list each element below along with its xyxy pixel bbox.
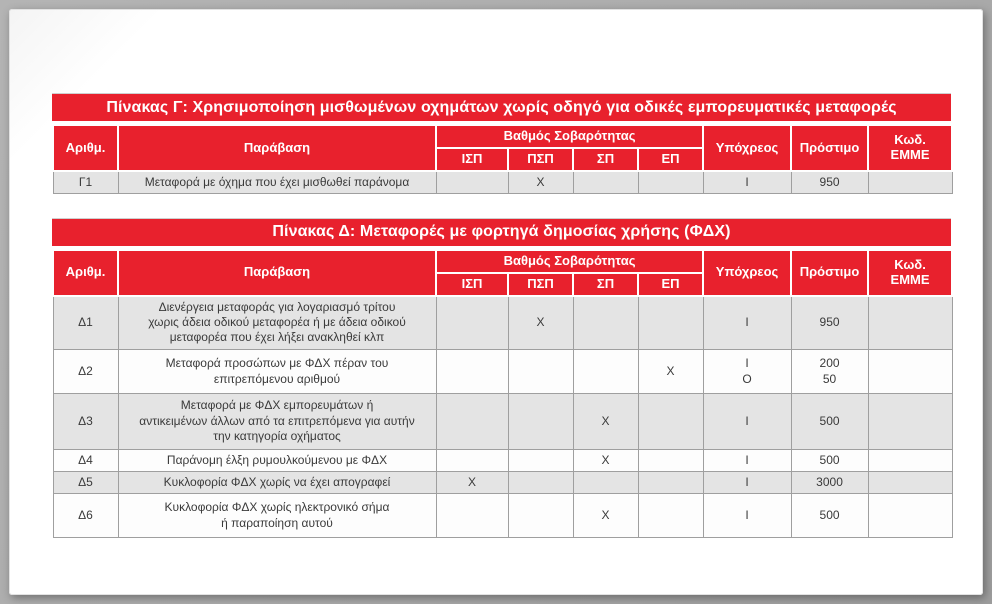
cell-liable: Ι bbox=[702, 170, 792, 194]
cell-violation: Κυκλοφορία ΦΔΧ χωρίς ηλεκτρονικό σήμα ή … bbox=[117, 493, 437, 538]
table-row: Γ1 Μεταφορά με όχημα που έχει μισθωθεί π… bbox=[52, 170, 953, 194]
cell-num: Δ5 bbox=[52, 471, 119, 494]
cell-isp bbox=[435, 493, 509, 538]
col-header-violation: Παράβαση bbox=[117, 248, 437, 297]
col-header-violation: Παράβαση bbox=[117, 124, 437, 172]
cell-psp: X bbox=[507, 295, 574, 350]
table-gamma: Πίνακας Γ: Χρησιμοποίηση μισθωμένων οχημ… bbox=[52, 93, 954, 194]
table-row: Δ3 Μεταφορά με ΦΔΧ εμπορευμάτων ή αντικε… bbox=[52, 393, 953, 450]
cell-violation: Μεταφορά με όχημα που έχει μισθωθεί παρά… bbox=[117, 170, 437, 194]
table-row: Δ5 Κυκλοφορία ΦΔΧ χωρίς να έχει απογραφε… bbox=[52, 471, 953, 494]
col-header-num: Αριθμ. bbox=[52, 248, 119, 297]
cell-code bbox=[867, 170, 953, 194]
cell-code bbox=[867, 295, 953, 350]
cell-fine: 3000 bbox=[790, 471, 869, 494]
cell-isp bbox=[435, 449, 509, 472]
col-header-sp: ΣΠ bbox=[572, 147, 639, 172]
col-header-ep: ΕΠ bbox=[636, 271, 705, 297]
table-delta: Πίνακας Δ: Μεταφορές με φορτηγά δημοσίας… bbox=[52, 217, 954, 538]
cell-ep bbox=[637, 393, 704, 450]
col-header-severity-group: Βαθμός Σοβαρότητας bbox=[434, 248, 705, 274]
cell-liable: Ι bbox=[702, 295, 792, 350]
cell-sp: X bbox=[572, 393, 639, 450]
cell-liable: Ι bbox=[702, 449, 792, 472]
col-header-ep: ΕΠ bbox=[636, 147, 705, 172]
cell-fine: 500 bbox=[790, 393, 869, 450]
col-header-fine: Πρόστιμο bbox=[790, 248, 870, 297]
cell-ep bbox=[637, 449, 704, 472]
col-header-liable: Υπόχρεος bbox=[702, 248, 793, 297]
cell-isp bbox=[435, 349, 509, 394]
cell-fine: 500 bbox=[790, 449, 869, 472]
col-header-num: Αριθμ. bbox=[52, 124, 119, 172]
cell-code bbox=[867, 493, 953, 538]
cell-ep bbox=[637, 471, 704, 494]
cell-psp bbox=[507, 493, 574, 538]
cell-sp bbox=[572, 170, 639, 194]
cell-violation: Παράνομη έλξη ρυμουλκούμενου με ΦΔΧ bbox=[117, 449, 437, 472]
cell-num: Δ6 bbox=[52, 493, 119, 538]
cell-liable: Ι bbox=[702, 471, 792, 494]
cell-psp bbox=[507, 471, 574, 494]
col-header-emme-code: Κωδ. ΕΜΜΕ bbox=[867, 124, 954, 172]
cell-sp: X bbox=[572, 493, 639, 538]
col-header-emme-code: Κωδ. ΕΜΜΕ bbox=[867, 248, 954, 297]
col-header-liable: Υπόχρεος bbox=[702, 124, 793, 172]
cell-sp: X bbox=[572, 449, 639, 472]
cell-isp: X bbox=[435, 471, 509, 494]
table-row: Δ1 Διενέργεια μεταφοράς για λογαριασμό τ… bbox=[52, 295, 953, 350]
table-gamma-grid: Αριθμ. Παράβαση Βαθμός Σοβαρότητας Υπόχρ… bbox=[52, 124, 954, 194]
table-delta-grid: Αριθμ. Παράβαση Βαθμός Σοβαρότητας Υπόχρ… bbox=[52, 248, 954, 538]
table-delta-title: Πίνακας Δ: Μεταφορές με φορτηγά δημοσίας… bbox=[52, 217, 951, 246]
cell-liable: Ι bbox=[702, 493, 792, 538]
cell-psp bbox=[507, 349, 574, 394]
cell-liable: Ι Ο bbox=[702, 349, 792, 394]
cell-sp bbox=[572, 349, 639, 394]
cell-num: Δ3 bbox=[52, 393, 119, 450]
col-header-psp: ΠΣΠ bbox=[507, 147, 574, 172]
cell-psp: X bbox=[507, 170, 574, 194]
cell-code bbox=[867, 471, 953, 494]
table-row: Δ6 Κυκλοφορία ΦΔΧ χωρίς ηλεκτρονικό σήμα… bbox=[52, 493, 953, 538]
cell-num: Δ1 bbox=[52, 295, 119, 350]
cell-violation: Κυκλοφορία ΦΔΧ χωρίς να έχει απογραφεί bbox=[117, 471, 437, 494]
col-header-isp: ΙΣΠ bbox=[435, 147, 509, 172]
col-header-isp: ΙΣΠ bbox=[435, 271, 509, 297]
cell-num: Δ2 bbox=[52, 349, 119, 394]
col-header-fine: Πρόστιμο bbox=[790, 124, 870, 172]
col-header-severity-group: Βαθμός Σοβαρότητας bbox=[434, 124, 705, 149]
cell-ep: X bbox=[637, 349, 704, 394]
cell-violation: Διενέργεια μεταφοράς για λογαριασμό τρίτ… bbox=[117, 295, 437, 350]
table-row: Δ4 Παράνομη έλξη ρυμουλκούμενου με ΦΔΧ X… bbox=[52, 449, 953, 472]
cell-sp bbox=[572, 295, 639, 350]
page-content: Πίνακας Γ: Χρησιμοποίηση μισθωμένων οχημ… bbox=[52, 93, 954, 562]
cell-code bbox=[867, 449, 953, 472]
cell-isp bbox=[435, 170, 509, 194]
cell-violation: Μεταφορά με ΦΔΧ εμπορευμάτων ή αντικειμέ… bbox=[117, 393, 437, 450]
cell-liable: Ι bbox=[702, 393, 792, 450]
cell-num: Γ1 bbox=[52, 170, 119, 194]
table-gamma-title: Πίνακας Γ: Χρησιμοποίηση μισθωμένων οχημ… bbox=[52, 93, 951, 121]
cell-sp bbox=[572, 471, 639, 494]
col-header-sp: ΣΠ bbox=[572, 271, 639, 297]
col-header-psp: ΠΣΠ bbox=[507, 271, 574, 297]
cell-code bbox=[867, 393, 953, 450]
cell-fine: 500 bbox=[790, 493, 869, 538]
cell-ep bbox=[637, 295, 704, 350]
cell-psp bbox=[507, 449, 574, 472]
cell-psp bbox=[507, 393, 574, 450]
cell-ep bbox=[637, 170, 704, 194]
cell-fine: 200 50 bbox=[790, 349, 869, 394]
cell-violation: Μεταφορά προσώπων με ΦΔΧ πέραν του επιτρ… bbox=[117, 349, 437, 394]
cell-fine: 950 bbox=[790, 170, 869, 194]
table-row: Δ2 Μεταφορά προσώπων με ΦΔΧ πέραν του επ… bbox=[52, 349, 953, 394]
cell-ep bbox=[637, 493, 704, 538]
cell-isp bbox=[435, 393, 509, 450]
cell-isp bbox=[435, 295, 509, 350]
cell-code bbox=[867, 349, 953, 394]
cell-fine: 950 bbox=[790, 295, 869, 350]
cell-num: Δ4 bbox=[52, 449, 119, 472]
